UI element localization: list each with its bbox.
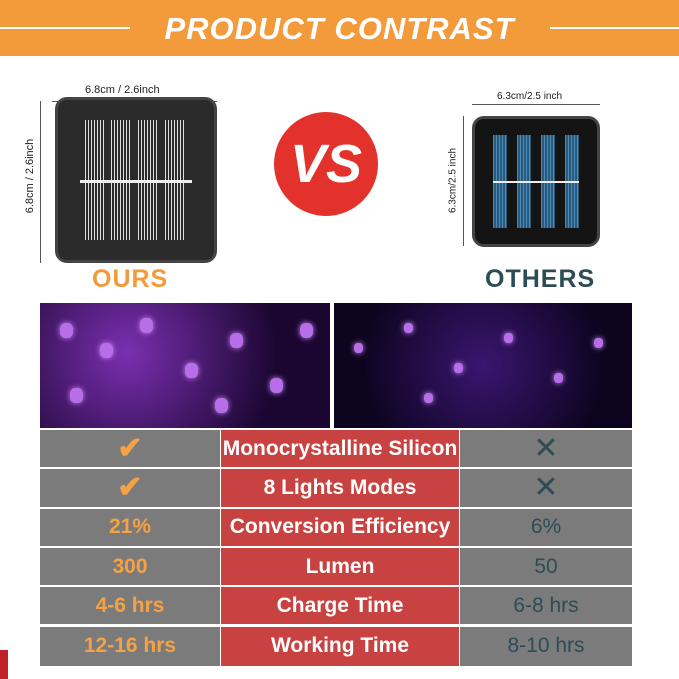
height-dimension-line [463,116,464,246]
cross-icon: ✕ [460,469,632,507]
divider [0,27,130,29]
others-label: OTHERS [485,265,596,293]
others-width-label: 6.3cm/2.5 inch [497,91,563,102]
header-banner: PRODUCT CONTRAST [0,0,679,56]
feature-name: Charge Time [221,587,459,625]
vs-badge: VS [274,112,378,216]
checkmark-icon: ✔ [40,430,220,468]
decorative-edge [0,650,8,679]
feature-name: Conversion Efficiency [221,508,459,546]
table-row: 300 Lumen 50 [40,547,632,588]
others-solar-panel-image [472,116,600,247]
others-value: 8-10 hrs [460,626,632,666]
ours-value: 12-16 hrs [40,626,220,666]
ours-label: OURS [92,265,169,293]
table-row: 12-16 hrs Working Time 8-10 hrs [40,626,632,666]
divider [550,27,679,29]
ours-value: 21% [40,508,220,546]
others-value: 6% [460,508,632,546]
height-dimension-line [40,101,41,263]
others-height-label: 6.3cm/2.5 inch [447,147,459,214]
width-dimension-line [472,104,600,105]
ours-width-label: 6.8cm / 2.6inch [85,84,160,96]
feature-name: Lumen [221,547,459,586]
ours-lights-photo [40,303,330,428]
ours-value: 4-6 hrs [40,587,220,625]
ours-height-label: 6.8cm / 2.6inch [24,138,36,214]
others-value: 6-8 hrs [460,587,632,625]
feature-name: Working Time [221,626,459,666]
checkmark-icon: ✔ [40,469,220,507]
cross-icon: ✕ [460,430,632,468]
table-row: 21% Conversion Efficiency 6% [40,508,632,548]
feature-name: Monocrystalline Silicon [221,430,459,468]
table-row: 4-6 hrs Charge Time 6-8 hrs [40,587,632,627]
table-row: ✔ 8 Lights Modes ✕ [40,469,632,509]
comparison-table: ✔ Monocrystalline Silicon ✕ ✔ 8 Lights Modes… [40,430,632,666]
feature-name: 8 Lights Modes [221,469,459,507]
ours-value: 300 [40,547,220,586]
table-row: ✔ Monocrystalline Silicon ✕ [40,430,632,470]
others-lights-photo [334,303,632,428]
others-value: 50 [460,547,632,586]
page-title: PRODUCT CONTRAST [164,11,515,46]
ours-solar-panel-image [55,97,217,263]
